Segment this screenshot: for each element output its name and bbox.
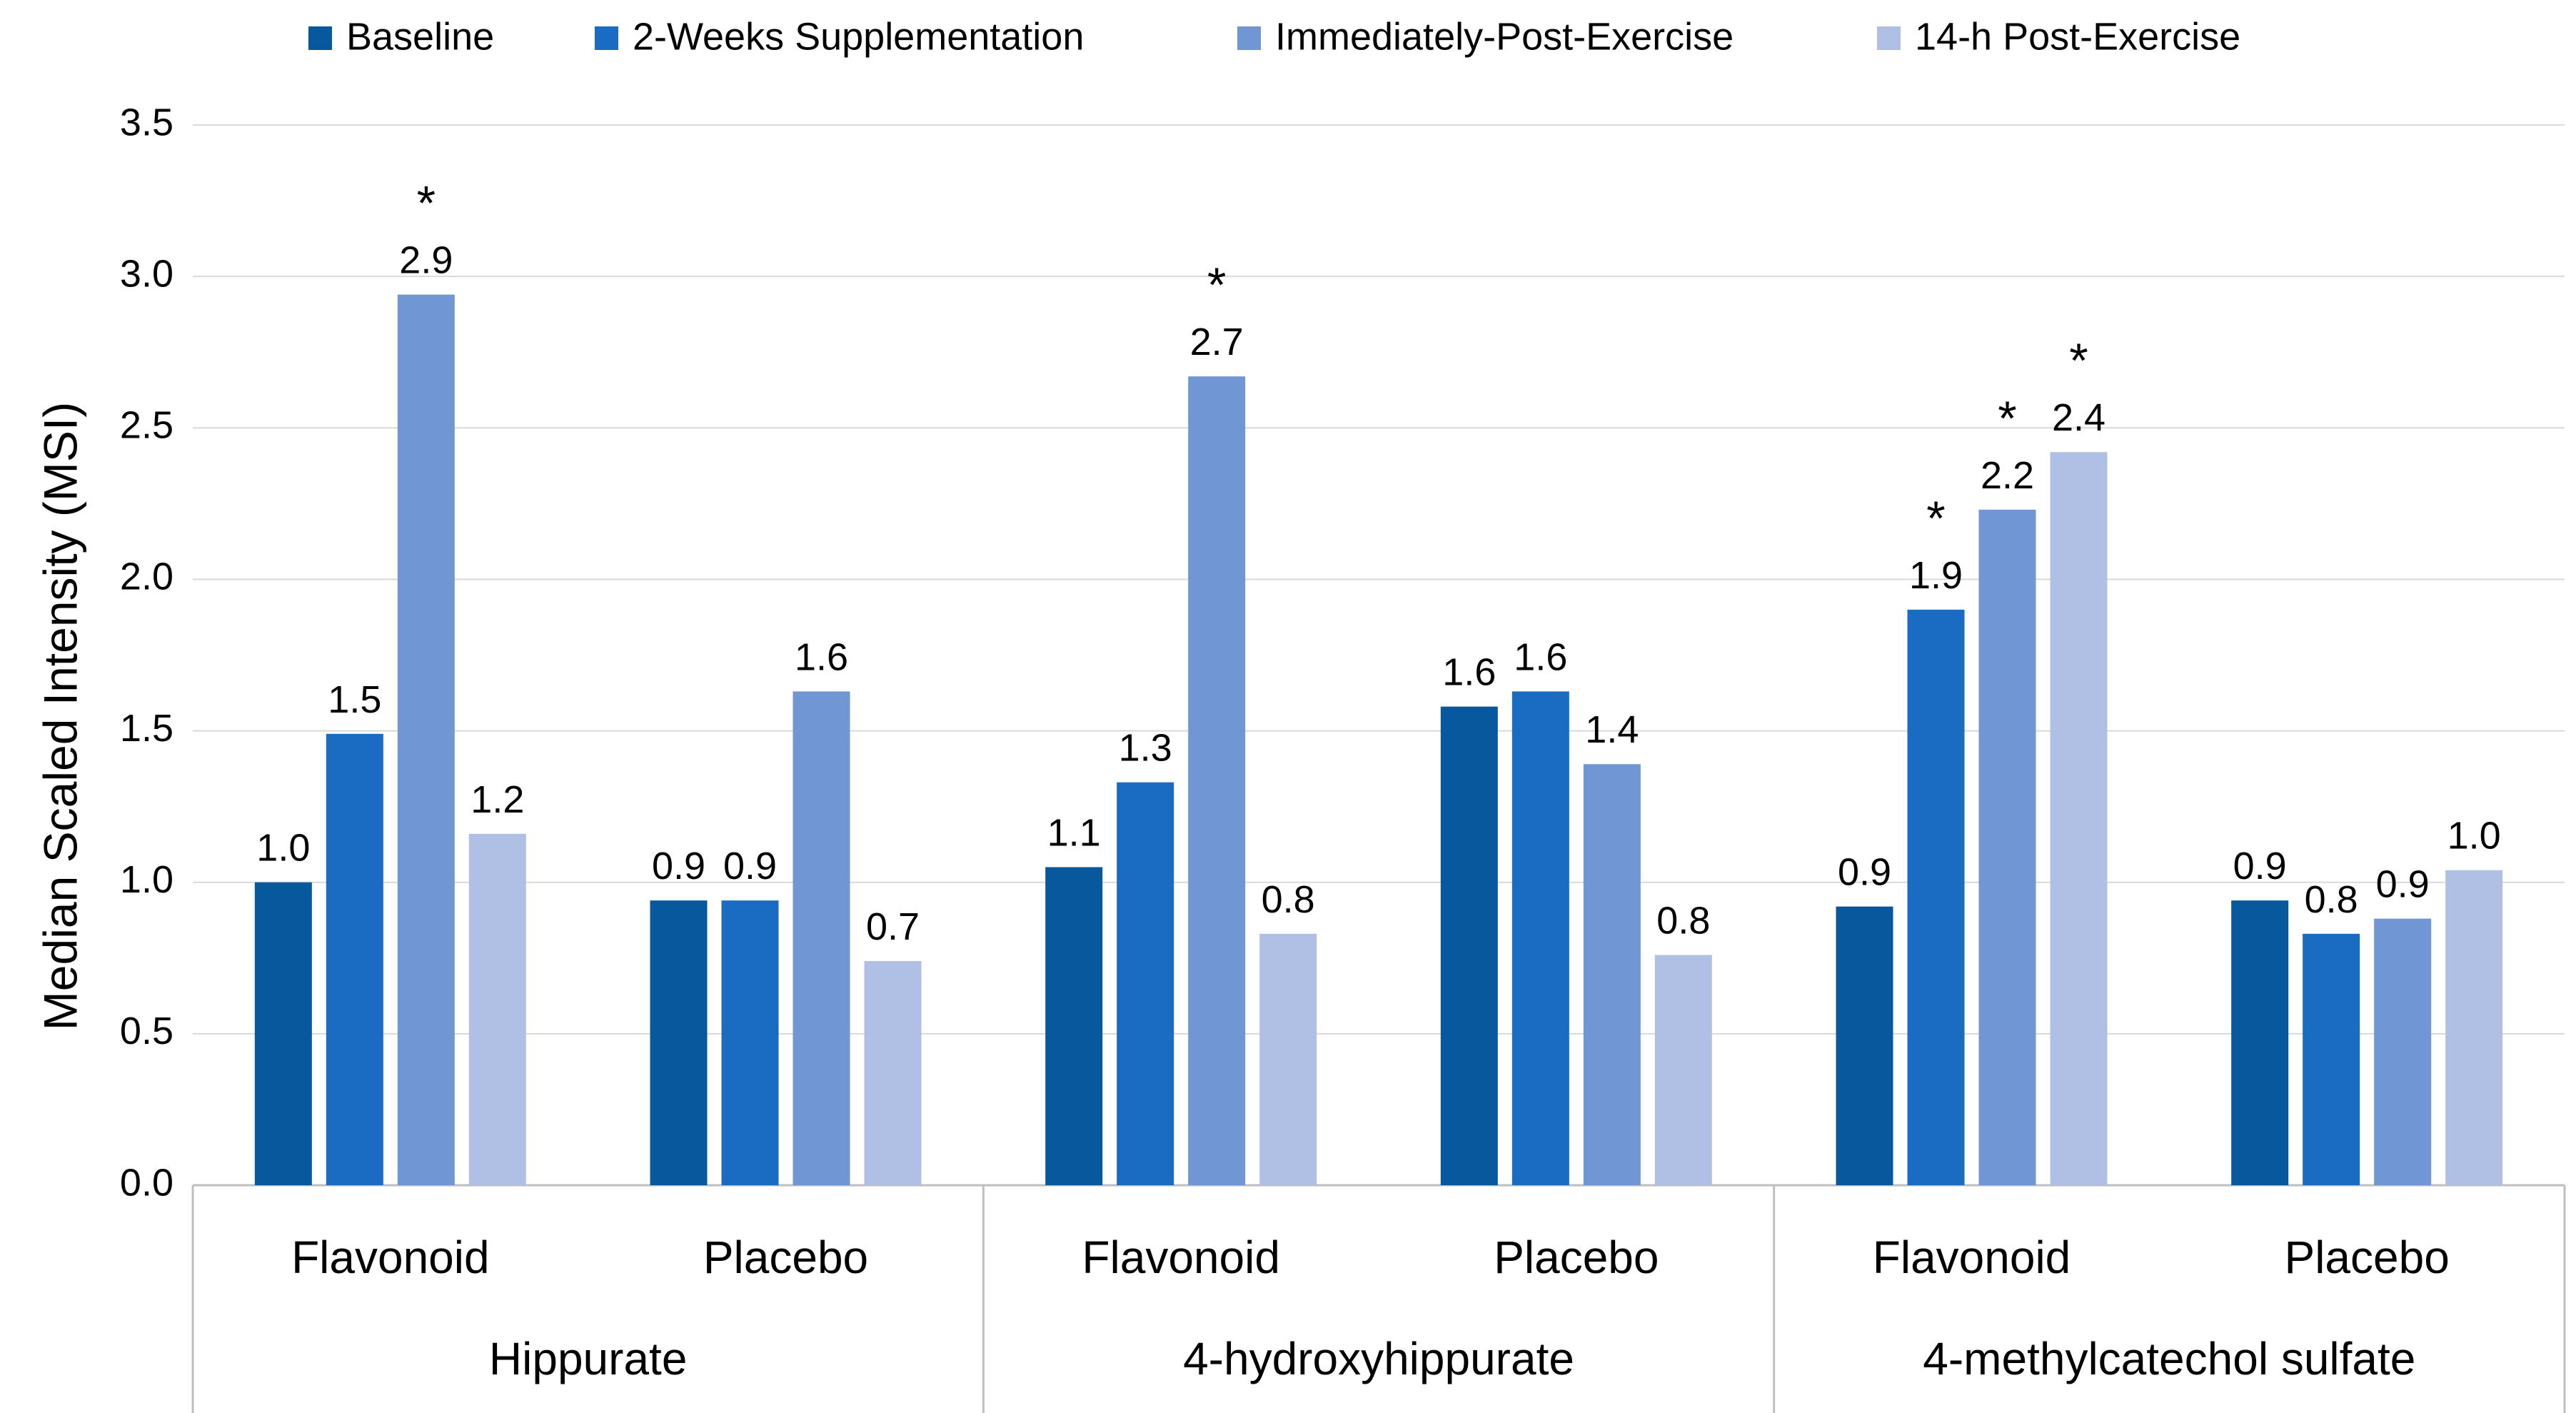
y-axis-ticks: 0.0 0.5 1.0 1.5 2.0 2.5 3.0 3.5	[120, 101, 173, 1204]
y-axis-title: Median Scaled Intensity (MSI)	[34, 402, 86, 1030]
category-label: Flavonoid	[1082, 1232, 1280, 1283]
bar-data-label: 1.2	[471, 778, 524, 821]
significance-star: *	[1998, 391, 2016, 446]
bar	[793, 691, 850, 1185]
bar-data-label: 0.9	[2376, 863, 2430, 906]
legend-swatch	[308, 26, 332, 50]
significance-star: *	[2069, 333, 2088, 388]
bar	[2374, 918, 2432, 1185]
bar	[1045, 867, 1103, 1185]
bar-data-label: 1.3	[1119, 727, 1172, 770]
bar	[397, 294, 455, 1186]
category-label: Flavonoid	[291, 1232, 490, 1283]
bar-data-label: 2.9	[399, 239, 453, 282]
bar	[468, 833, 526, 1185]
bar-data-label: 1.9	[1909, 554, 1963, 597]
bars	[254, 294, 2503, 1186]
legend: Baseline 2-Weeks Supplementation Immediate…	[308, 15, 2240, 58]
gridlines	[193, 124, 2565, 1187]
category-label: Placebo	[2285, 1232, 2450, 1283]
legend-label: Immediately-Post-Exercise	[1275, 15, 1734, 58]
bar	[326, 733, 383, 1185]
group-label: Hippurate	[489, 1333, 688, 1384]
legend-label: 2-Weeks Supplementation	[633, 15, 1084, 58]
bar-data-label: 0.9	[1838, 851, 1891, 894]
bar	[1978, 509, 2036, 1185]
bar	[2303, 933, 2360, 1185]
legend-label: Baseline	[346, 15, 494, 58]
bar-data-label: 1.6	[795, 635, 848, 678]
bar-data-label: 1.0	[256, 827, 310, 870]
legend-swatch	[595, 26, 618, 50]
category-label: Placebo	[703, 1232, 868, 1283]
bar	[2445, 870, 2503, 1185]
bar-data-label: 0.7	[866, 905, 920, 948]
bar-data-label: 2.7	[1190, 321, 1244, 363]
bar	[2231, 900, 2289, 1185]
bar	[1654, 955, 1712, 1185]
bar-data-label: 1.4	[1585, 708, 1639, 751]
bar	[1511, 691, 1569, 1185]
bar	[1188, 376, 1246, 1185]
bar	[650, 900, 708, 1185]
bar	[1440, 706, 1498, 1185]
bar-labels: 1.0 1.5 2.9 1.2 0.9 0.9 1.6 0.7 1.1 1.3 2.7 0.8 1.6 1…	[256, 239, 2500, 948]
bar-data-label: 1.6	[1442, 651, 1496, 694]
bar-data-label: 0.9	[2233, 845, 2287, 887]
bar-data-label: 0.8	[2305, 878, 2358, 921]
y-tick-label: 3.5	[120, 101, 173, 144]
y-tick-label: 1.5	[120, 707, 173, 750]
group-label: 4-hydroxyhippurate	[1183, 1333, 1574, 1384]
category-label: Placebo	[1494, 1232, 1659, 1283]
y-tick-label: 2.5	[120, 404, 173, 447]
bar	[864, 961, 922, 1185]
bar	[1907, 609, 1965, 1185]
category-label: Flavonoid	[1873, 1232, 2071, 1283]
bar-data-label: 1.6	[1514, 635, 1567, 678]
bar-data-label: 0.9	[652, 845, 705, 887]
x-axis: Flavonoid Placebo Hippurate Flavonoid Placeb…	[191, 1185, 2566, 1413]
bar-data-label: 0.8	[1262, 878, 1315, 921]
significance-star: *	[1207, 258, 1226, 312]
significance-star: *	[1926, 491, 1945, 545]
bar-data-label: 0.8	[1656, 900, 1710, 942]
bar	[1117, 782, 1174, 1185]
bar-data-label: 1.5	[328, 678, 381, 721]
bar-data-label: 1.0	[2447, 815, 2501, 858]
y-tick-label: 1.0	[120, 858, 173, 901]
bar-data-label: 0.9	[723, 845, 777, 887]
bar-data-label: 1.1	[1047, 812, 1101, 855]
bar	[2050, 452, 2108, 1186]
legend-label: 14-h Post-Exercise	[1915, 15, 2240, 58]
y-tick-label: 2.0	[120, 555, 173, 598]
bar-data-label: 2.4	[2052, 396, 2105, 439]
group-label: 4-methylcatechol sulfate	[1923, 1333, 2415, 1384]
bar	[254, 882, 312, 1185]
legend-swatch	[1877, 26, 1901, 50]
y-tick-label: 0.0	[120, 1161, 173, 1204]
bar	[1836, 906, 1893, 1185]
y-tick-label: 0.5	[120, 1010, 173, 1052]
significance-star: *	[417, 176, 436, 231]
y-tick-label: 3.0	[120, 252, 173, 295]
bar-data-label: 2.2	[1981, 454, 2034, 497]
bar	[1259, 933, 1317, 1185]
legend-swatch	[1237, 26, 1261, 50]
bar	[1583, 764, 1641, 1185]
bar	[721, 900, 779, 1185]
significance-markers: * * * * *	[417, 176, 2088, 545]
